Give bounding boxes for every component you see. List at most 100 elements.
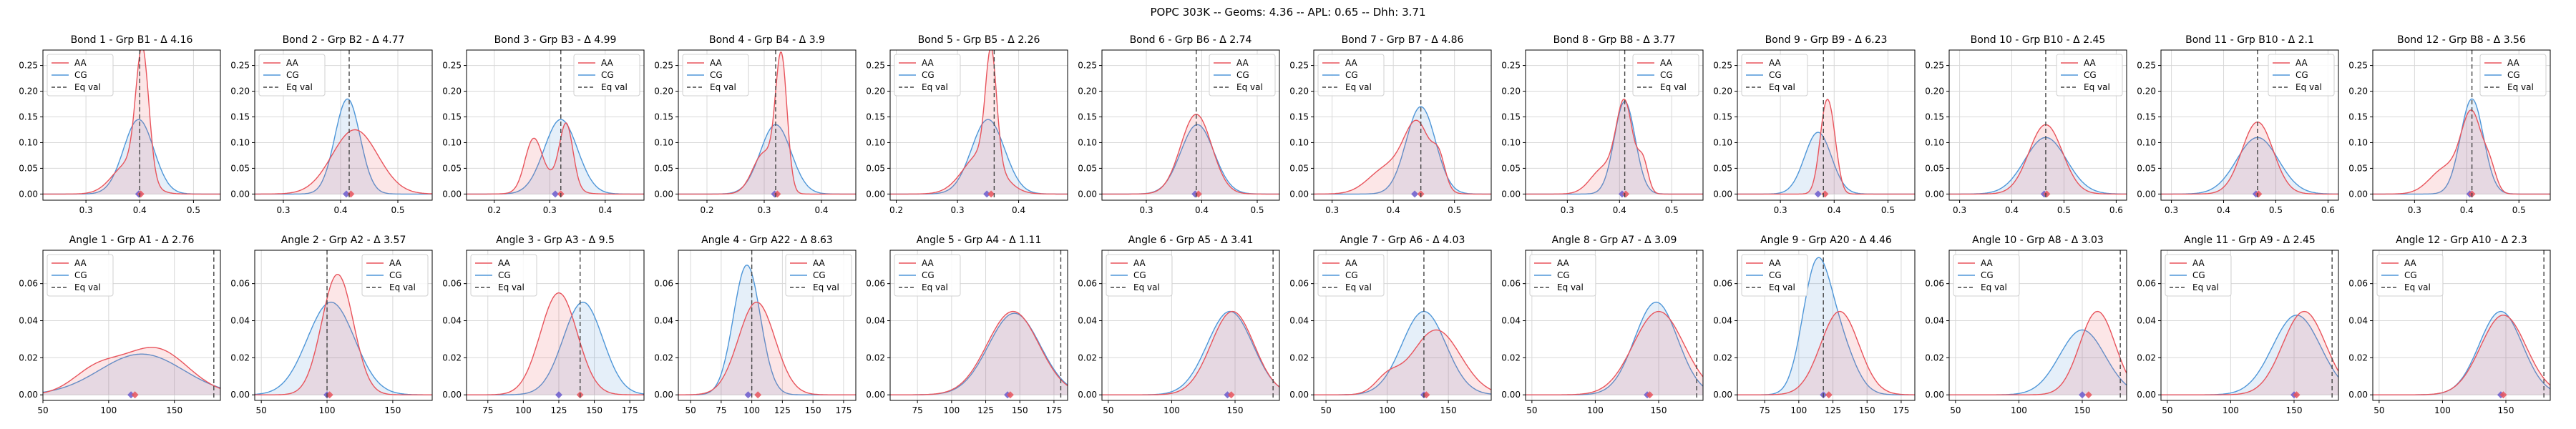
y-tick-label: 0.10 (2137, 137, 2156, 147)
legend: AA CG Eq val (1317, 54, 1385, 97)
legend-label: Eq val (2296, 82, 2322, 92)
density-line-aa (467, 122, 644, 195)
legend-label: Eq val (2404, 282, 2431, 292)
density-line-aa (1949, 310, 2127, 395)
legend-label: Eq val (1769, 82, 1795, 92)
x-tick-label: 150 (586, 405, 602, 415)
axes-frame (678, 250, 857, 401)
density-fill-cg (1314, 107, 1491, 194)
legend-label: Eq val (498, 282, 525, 292)
x-tick-label: 125 (977, 405, 994, 415)
density-fill-cg (255, 302, 432, 395)
legend-label: CG (1345, 270, 1358, 280)
y-tick-label: 0.10 (1289, 137, 1309, 147)
y-tick-label: 0.00 (866, 390, 885, 400)
axes-frame (1737, 250, 1916, 401)
subplot-title: Bond 5 - Grp B5 - Δ 2.26 (918, 34, 1040, 46)
x-tick-label: 0.5 (1881, 205, 1895, 215)
axes-frame (2160, 49, 2339, 201)
y-tick-label: 0.20 (2137, 87, 2156, 97)
y-tick-label: 0.06 (1713, 279, 1732, 289)
x-tick-label: 0.2 (487, 205, 501, 215)
x-tick-label: 50 (1103, 405, 1113, 415)
y-tick-label: 0.00 (19, 189, 38, 199)
y-tick-label: 0.04 (2137, 316, 2156, 326)
legend-label: Eq val (74, 282, 101, 292)
x-tick-label: 125 (774, 405, 791, 415)
density-line-aa (1737, 310, 1915, 395)
legend-label: Eq val (286, 82, 313, 92)
mean-marker (987, 190, 995, 198)
y-tick-label: 0.06 (19, 279, 38, 289)
legend: AA CG Eq val (894, 254, 961, 297)
x-tick-label: 0.3 (951, 205, 965, 215)
subplot-title: Angle 11 - Grp A9 - Δ 2.45 (2184, 235, 2316, 246)
y-tick-label: 0.02 (1501, 352, 1521, 363)
y-tick-label: 0.00 (2137, 189, 2156, 199)
x-tick-label: 150 (1651, 405, 1667, 415)
density-fill-aa (1737, 311, 1915, 395)
subplot-22: 50 100 150 0.00 0.02 0.04 0.06 Angle 10 - Grp A… (1925, 235, 2127, 415)
density-fill-cg (1102, 311, 1279, 395)
y-tick-label: 0.15 (2348, 112, 2368, 122)
density-line-aa (2161, 310, 2338, 395)
figure-suptitle: POPC 303K -- Geoms: 4.36 -- APL: 0.65 --… (1150, 6, 1426, 19)
legend-label: AA (1981, 258, 1994, 268)
density-layer (678, 265, 856, 399)
density-fill-cg (467, 119, 644, 194)
legend-label: AA (922, 258, 935, 268)
y-tick-label: 0.05 (19, 163, 38, 173)
x-tick-label: 150 (1227, 405, 1244, 415)
x-tick-label: 100 (1587, 405, 1604, 415)
density-line-cg (255, 301, 432, 395)
y-tick-label: 0.02 (866, 352, 885, 363)
mean-marker (555, 391, 562, 399)
y-tick-label: 0.06 (866, 279, 885, 289)
x-tick-label: 0.5 (1448, 205, 1461, 215)
axes-frame (2372, 250, 2551, 401)
axes-frame (1313, 250, 1492, 401)
legend-label: AA (74, 258, 87, 268)
x-tick-label: 0.3 (1953, 205, 1966, 215)
mean-marker (326, 391, 333, 399)
y-tick-label: 0.25 (654, 61, 673, 71)
x-tick-label: 150 (2286, 405, 2303, 415)
legend-label: CG (2296, 70, 2308, 80)
y-tick-label: 0.00 (654, 390, 673, 400)
density-layer (43, 347, 220, 399)
density-fill-cg (1949, 330, 2127, 395)
density-fill-cg (1314, 311, 1491, 395)
legend-label: Eq val (1660, 82, 1687, 92)
axes-frame (254, 250, 433, 401)
legend-label: AA (1557, 258, 1570, 268)
legend-label: CG (1981, 270, 1994, 280)
legend: AA CG Eq val (361, 254, 429, 297)
x-tick-label: 75 (716, 405, 726, 415)
mean-marker (744, 391, 752, 399)
x-tick-label: 0.5 (187, 205, 200, 215)
x-tick-label: 0.4 (1387, 205, 1400, 215)
density-fill-cg (1102, 124, 1279, 194)
density-line-aa (2373, 315, 2550, 395)
density-fill-cg (255, 99, 432, 194)
y-tick-label: 0.02 (442, 352, 462, 363)
density-fill-aa (1949, 311, 2127, 395)
x-tick-label: 0.4 (2005, 205, 2019, 215)
legend: AA CG Eq val (2268, 54, 2335, 97)
x-tick-label: 0.6 (2321, 205, 2335, 215)
subplot-19: 50 100 150 0.00 0.02 0.04 0.06 Angle 7 - Grp A6… (1289, 235, 1492, 415)
x-tick-label: 0.5 (2057, 205, 2071, 215)
legend: AA CG Eq val (894, 54, 961, 97)
y-tick-label: 0.20 (1289, 87, 1309, 97)
legend: AA CG Eq val (1317, 254, 1385, 297)
legend-label: Eq val (1981, 282, 2007, 292)
legend: AA CG Eq val (785, 254, 852, 297)
subplot-title: Angle 3 - Grp A3 - Δ 9.5 (496, 235, 615, 246)
legend-label: AA (286, 58, 299, 68)
x-tick-label: 100 (2223, 405, 2239, 415)
x-tick-label: 100 (319, 405, 336, 415)
y-tick-label: 0.25 (19, 61, 38, 71)
density-line-aa (1102, 114, 1279, 195)
y-tick-label: 0.25 (1925, 61, 1944, 71)
